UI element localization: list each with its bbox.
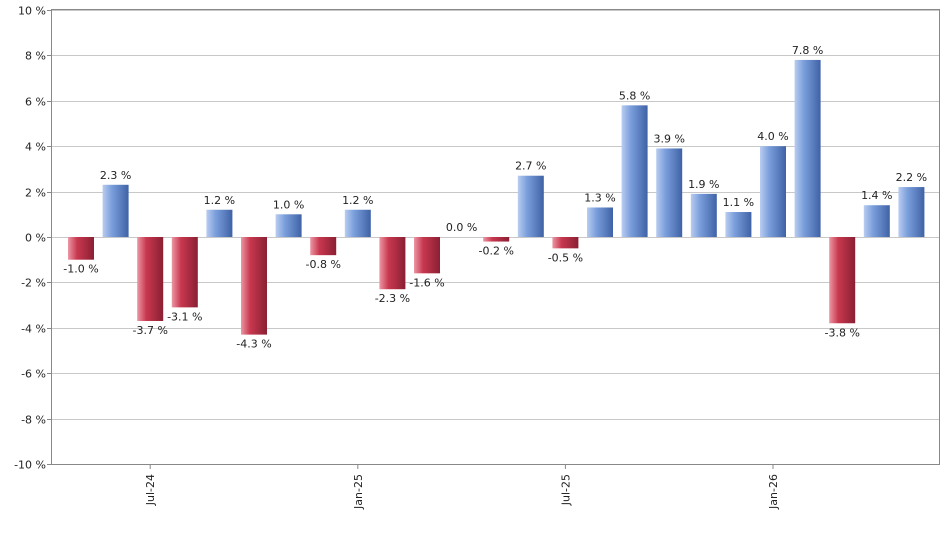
bar	[137, 237, 164, 321]
y-tick-label: -8 %	[21, 414, 46, 427]
bar	[794, 59, 821, 237]
bar	[68, 237, 94, 260]
data-labels: -1.0 % 2.3 % -3.7 %-3.1 % 1.2 % -4.3 % 1.0 % -…	[63, 44, 927, 351]
y-tick-label: 2 %	[25, 187, 46, 200]
data-label: -3.8 %	[824, 326, 859, 339]
y-tick-label: 10 %	[18, 5, 46, 18]
bar	[171, 237, 198, 308]
data-label: 1.1 %	[723, 196, 754, 209]
data-label: -4.3 %	[236, 338, 271, 351]
data-label: -1.0 %	[63, 263, 98, 276]
data-label: -0.8 %	[305, 258, 340, 271]
bar	[621, 105, 648, 237]
y-tick-label: -6 %	[21, 368, 46, 381]
bar	[517, 175, 544, 237]
y-tick-label: -2 %	[21, 277, 46, 290]
data-label: 1.0 %	[273, 198, 304, 211]
bar	[656, 148, 683, 237]
data-label: 1.4 %	[861, 189, 892, 202]
bar	[344, 209, 371, 237]
bar	[275, 214, 302, 237]
x-tick-label: Jul-24	[144, 474, 157, 506]
data-label: 2.3 %	[100, 169, 131, 182]
bar	[863, 205, 890, 237]
y-axis-tick-labels: -10 % -8 % -6 % -4 % -2 % 0 % 2 % 4 % 6 % 8 % 10 %	[14, 5, 52, 472]
data-label: -3.7 %	[132, 324, 167, 337]
y-tick-label: 6 %	[25, 96, 46, 109]
data-label: 1.9 %	[688, 178, 719, 191]
bar	[102, 184, 129, 237]
x-tick-label: Jan-26	[767, 474, 780, 510]
bar	[241, 237, 267, 335]
bar	[760, 146, 786, 237]
data-label: 1.2 %	[204, 194, 235, 207]
data-label: 3.9 %	[653, 132, 684, 145]
data-label: 1.2 %	[342, 194, 373, 207]
bars	[68, 59, 925, 335]
data-label: 0.0 %	[446, 221, 477, 234]
y-tick-label: 0 %	[25, 232, 46, 245]
data-label: 2.2 %	[896, 171, 927, 184]
bar	[829, 237, 856, 324]
x-tick-label: Jan-25	[352, 474, 365, 510]
bar	[310, 237, 337, 256]
data-label: 7.8 %	[792, 44, 823, 57]
data-label: -3.1 %	[167, 310, 202, 323]
bar	[587, 207, 613, 237]
data-label: -2.3 %	[375, 292, 410, 305]
bar	[206, 209, 233, 237]
x-axis-tick-labels: Jul-24 Jan-25 Jul-25 Jan-26	[144, 464, 780, 510]
data-label: -0.5 %	[548, 251, 583, 264]
data-label: -0.2 %	[478, 245, 513, 258]
y-tick-label: -10 %	[14, 459, 46, 472]
bar	[414, 237, 440, 274]
data-label: 2.7 %	[515, 160, 546, 173]
data-label: 1.3 %	[584, 191, 615, 204]
bar	[552, 237, 579, 249]
data-label: -1.6 %	[409, 276, 444, 289]
bar	[690, 193, 717, 237]
bar	[483, 237, 510, 242]
x-tick-label: Jul-25	[559, 474, 572, 506]
y-tick-label: 8 %	[25, 50, 46, 63]
bar	[725, 212, 752, 237]
data-label: 5.8 %	[619, 89, 650, 102]
bar	[379, 237, 406, 290]
bar	[898, 187, 925, 237]
data-label: 4.0 %	[757, 130, 788, 143]
y-tick-label: -4 %	[21, 323, 46, 336]
y-tick-label: 4 %	[25, 141, 46, 154]
